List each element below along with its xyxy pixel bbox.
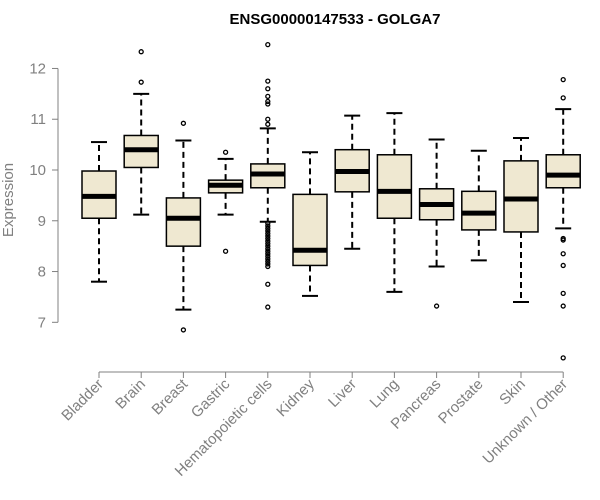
outlier-point (265, 243, 271, 249)
outlier-point (265, 251, 271, 257)
outlier-point (265, 93, 271, 100)
outlier-point (265, 223, 271, 229)
y-axis-label: Expression (0, 163, 17, 237)
x-tick-label: Prostate (435, 376, 487, 428)
x-tick-label: Kidney (273, 375, 318, 420)
outlier-point (138, 79, 144, 85)
iqr-box (376, 154, 413, 219)
x-tick-label: Liver (325, 376, 360, 411)
outlier-point (560, 355, 566, 361)
outlier-point (560, 290, 566, 297)
outlier-point (560, 235, 566, 242)
outlier-point (265, 261, 271, 267)
iqr-box (292, 193, 328, 267)
outlier-point (265, 281, 271, 287)
box-unknown-other (545, 76, 581, 361)
box-gastric (207, 149, 244, 254)
outlier-point (265, 304, 271, 310)
outlier-point (560, 303, 566, 309)
outlier-point (265, 233, 271, 239)
outlier-point (265, 116, 271, 122)
y-tick-label: 10 (29, 162, 46, 179)
outlier-point (265, 220, 271, 226)
outlier-point (265, 238, 271, 244)
y-tick-label: 11 (30, 111, 46, 128)
outlier-point (560, 95, 566, 101)
outlier-point (265, 253, 271, 259)
outlier-point (560, 262, 566, 269)
outlier-point (265, 41, 271, 48)
outlier-point (265, 263, 271, 270)
y-tick-label: 12 (29, 60, 46, 77)
outlier-point (265, 78, 271, 84)
outlier-point (138, 49, 144, 55)
iqr-box (545, 154, 581, 189)
outlier-point (222, 149, 229, 155)
y-tick-label: 7 (38, 314, 46, 331)
outlier-point (180, 327, 187, 333)
boxes-group (81, 41, 581, 361)
outlier-point (180, 120, 187, 126)
outlier-point (265, 246, 271, 252)
box-kidney (292, 151, 328, 297)
box-lung (376, 112, 413, 293)
iqr-box (165, 197, 202, 247)
box-prostate (461, 149, 497, 262)
outlier-point (560, 76, 566, 83)
outlier-point (560, 251, 566, 257)
box-brain (123, 49, 159, 216)
iqr-box (503, 160, 539, 233)
outlier-point (265, 98, 271, 105)
box-liver (334, 114, 370, 250)
iqr-box (461, 190, 497, 231)
outlier-point (265, 256, 271, 262)
y-tick-label: 8 (38, 264, 46, 281)
outlier-point (222, 248, 229, 254)
x-tick-label: Breast (149, 375, 192, 418)
outlier-point (265, 248, 271, 254)
outlier-point (265, 230, 271, 237)
outlier-point (265, 228, 271, 234)
outlier-point (265, 101, 271, 107)
y-axis: 7 8 9 10 11 12 (29, 60, 59, 331)
box-pancreas (418, 138, 455, 309)
x-tick-label: Bladder (58, 376, 107, 425)
outlier-point (265, 258, 271, 265)
outlier-point (265, 235, 271, 242)
x-tick-label: Lung (367, 376, 403, 412)
outlier-point (265, 225, 271, 232)
box-bladder (81, 141, 117, 283)
box-hematopoietic-cells (250, 41, 286, 310)
y-tick-label: 9 (38, 213, 46, 230)
outlier-point (433, 303, 440, 309)
x-tick-label: Skin (496, 376, 529, 409)
outlier-point (265, 121, 271, 127)
x-tick-label: Brain (112, 376, 149, 413)
box-breast (165, 120, 202, 333)
outlier-point (265, 240, 271, 247)
chart-title: ENSG00000147533 - GOLGA7 (230, 11, 441, 28)
box-skin (503, 137, 539, 303)
outlier-point (265, 86, 271, 92)
